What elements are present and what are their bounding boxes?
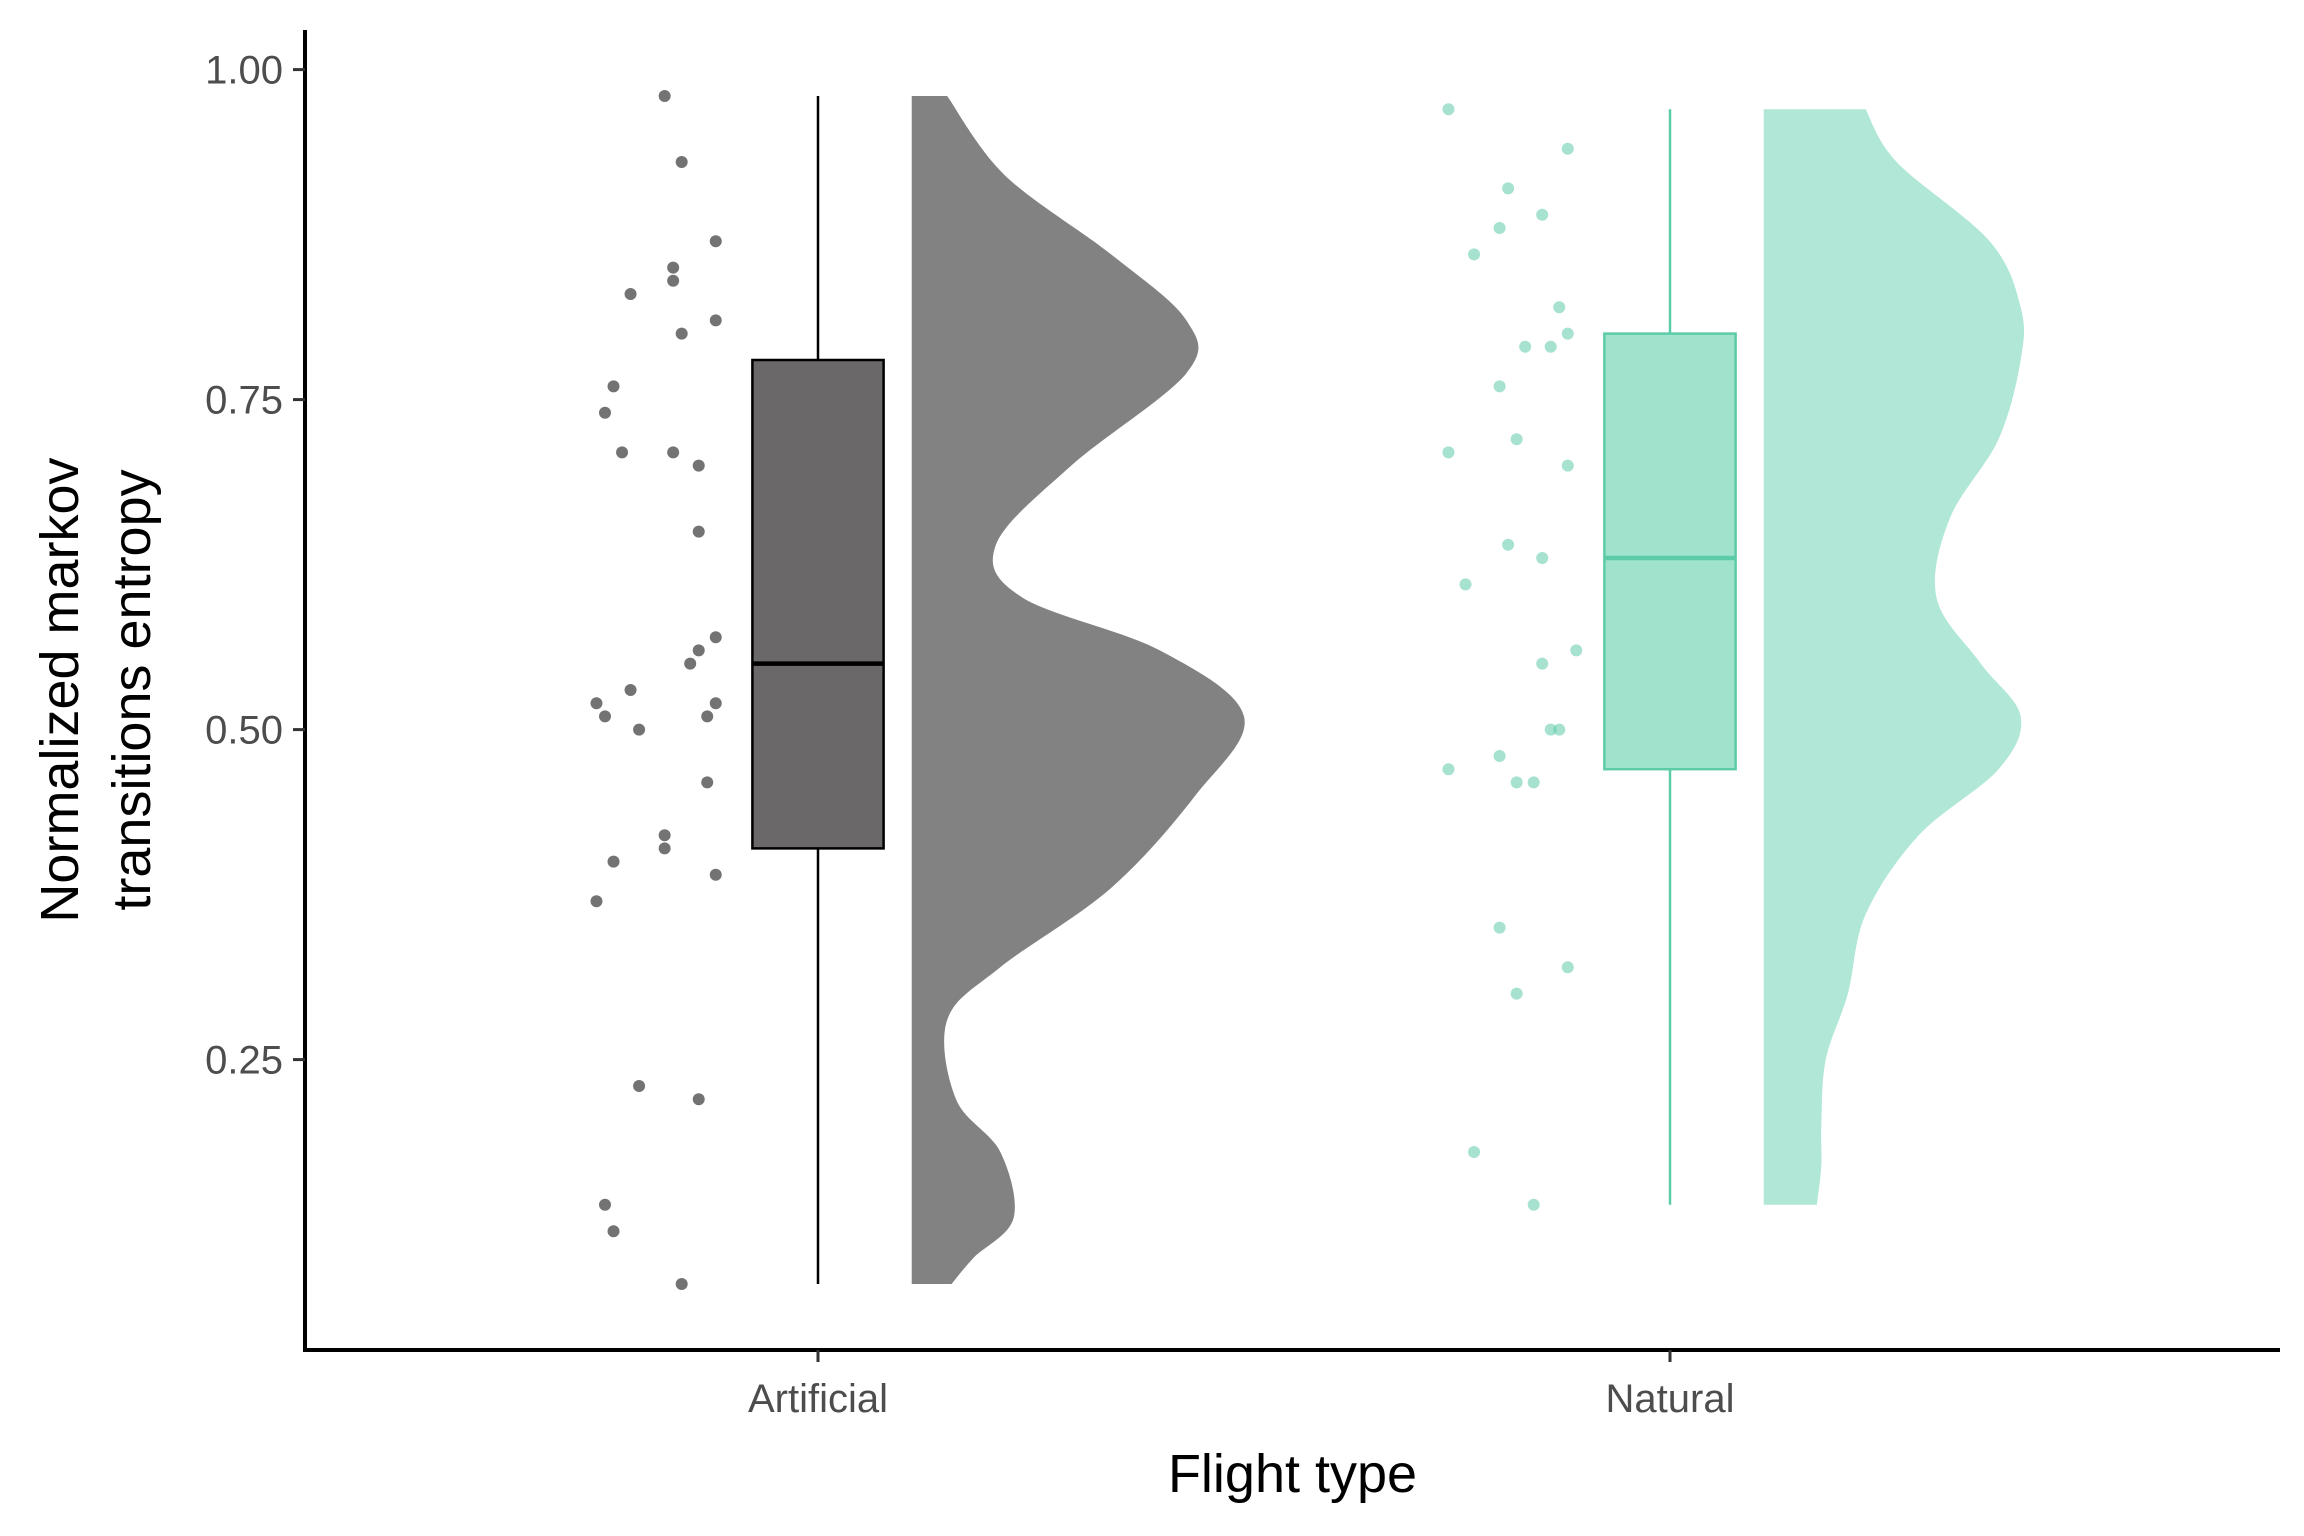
data-point [667, 274, 680, 287]
data-point [1493, 921, 1506, 934]
y-tick-label: 1.00 [205, 49, 283, 93]
data-point [1536, 208, 1549, 221]
data-point [1502, 538, 1515, 551]
data-point [1510, 433, 1523, 446]
data-point [709, 235, 722, 248]
data-point [599, 406, 611, 419]
data-point [701, 710, 714, 723]
data-point [667, 261, 680, 274]
data-point [1510, 776, 1523, 789]
jitter-points [590, 90, 1583, 1290]
boxplots [751, 96, 1737, 1284]
y-tick-label: 0.50 [205, 709, 283, 753]
data-point [1468, 1146, 1481, 1158]
data-point [590, 895, 603, 908]
data-point [624, 288, 637, 300]
y-axis-title-line: Normalized markov [30, 457, 90, 922]
data-point [616, 446, 629, 459]
box-artificial [751, 358, 885, 850]
density-cloud-natural [1763, 109, 2025, 1205]
data-point [1544, 723, 1557, 736]
data-point [1519, 340, 1532, 353]
y-tick-label: 0.75 [205, 379, 283, 423]
data-point [1502, 182, 1515, 195]
data-point [590, 697, 603, 710]
box-natural [1603, 332, 1737, 771]
data-point [599, 1198, 611, 1211]
y-axis-title-line: transitions entropy [102, 469, 162, 910]
data-point [658, 90, 671, 102]
axes: 0.25 0.50 0.75 1.00 Artificial Natural [205, 30, 2280, 1421]
data-point [633, 723, 646, 736]
data-point [607, 855, 620, 868]
x-tick-label: Natural [1606, 1377, 1735, 1421]
y-tick-label: 0.25 [205, 1039, 283, 1083]
data-point [1561, 327, 1574, 340]
data-point [1442, 103, 1455, 116]
data-point [675, 1278, 688, 1290]
data-point [709, 314, 722, 327]
data-point [1468, 248, 1481, 261]
data-point [675, 156, 688, 168]
y-axis-ticks: 0.25 0.50 0.75 1.00 [205, 49, 305, 1083]
density-clouds [911, 96, 2025, 1284]
data-point [607, 380, 620, 393]
data-point [1570, 644, 1583, 657]
data-point [1536, 552, 1549, 564]
data-point [1536, 657, 1549, 670]
density-cloud-artificial [911, 96, 1245, 1284]
data-point [709, 631, 722, 644]
data-point [633, 1080, 646, 1092]
x-axis-ticks: Artificial Natural [748, 1350, 1734, 1421]
data-point [1493, 380, 1506, 393]
data-point [675, 327, 688, 340]
data-point [1561, 961, 1574, 974]
x-tick-label: Artificial [748, 1377, 888, 1421]
data-point [1442, 446, 1455, 459]
data-point [1493, 750, 1506, 762]
data-point [1527, 1198, 1540, 1211]
data-point [658, 842, 671, 855]
data-point [1561, 142, 1574, 155]
data-point [1544, 340, 1557, 353]
data-point [624, 684, 637, 696]
data-point [701, 776, 714, 789]
x-axis-title: Flight type [1168, 1444, 1417, 1504]
data-point [1553, 301, 1566, 314]
data-point [692, 525, 705, 538]
data-point [692, 1093, 705, 1106]
y-axis-title-text: Normalized markov transitions entropy [30, 457, 162, 922]
data-point [684, 657, 697, 670]
data-point [1510, 987, 1523, 1000]
data-point [692, 644, 705, 657]
data-point [658, 829, 671, 842]
data-point [1561, 459, 1574, 472]
y-axis-title: Normalized markov transitions entropy [30, 457, 162, 922]
data-point [667, 446, 680, 459]
data-point [607, 1225, 620, 1238]
data-point [709, 697, 722, 710]
data-point [1527, 776, 1540, 789]
data-point [709, 868, 722, 881]
data-point [1442, 763, 1455, 776]
data-point [1553, 723, 1566, 736]
data-point [692, 459, 705, 472]
data-point [1493, 222, 1506, 234]
data-point [1459, 578, 1472, 591]
data-point [599, 710, 611, 723]
